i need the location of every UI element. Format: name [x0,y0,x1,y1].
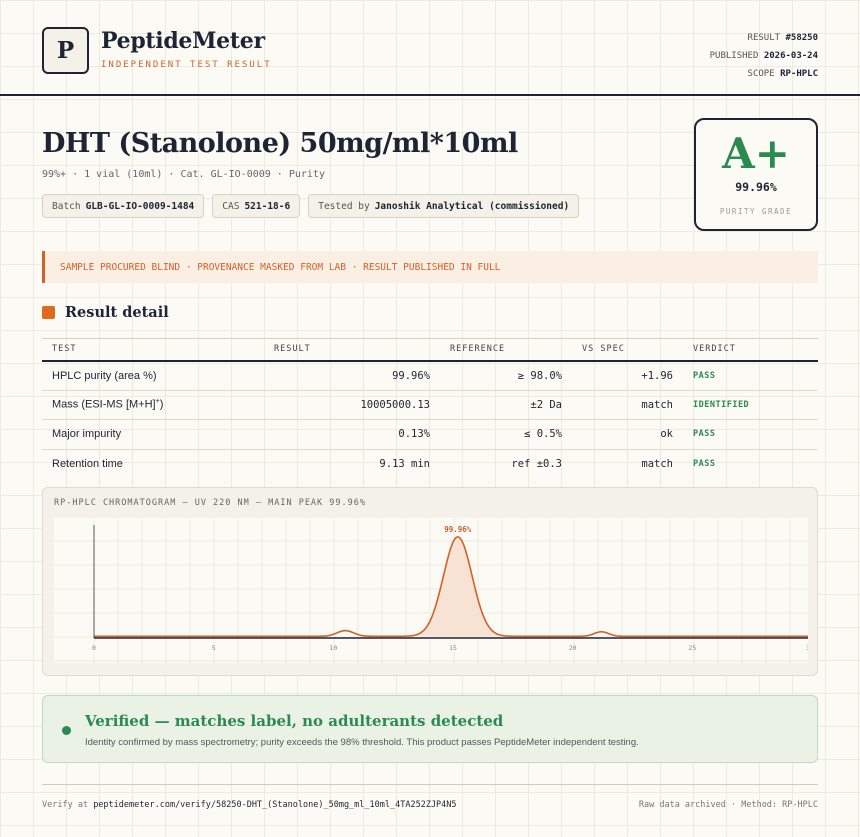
x-tick-label: 25 [688,644,696,652]
report-footer: Verify at peptidemeter.com/verify/58250-… [42,784,818,824]
chromatogram-chart: 0 5 10 15 20 25 30m 99.96% [54,517,808,663]
cas-chip: CAS 521-18-6 [212,194,301,218]
col-vs-spec: VS SPEC [572,338,683,362]
x-tick-label: 5 [212,644,216,652]
grade-label: PURITY GRADE [719,207,793,216]
col-test: TEST [42,338,264,362]
verify-link[interactable]: peptidemeter.com/verify/58250-DHT_(Stano… [93,800,457,810]
purity-grade-card: A+ 99.96% PURITY GRADE [694,118,818,231]
x-tick-label: 30m [806,644,808,652]
table-row: Retention time 9.13 min ref ±0.3 match P… [42,449,818,479]
table-row: HPLC purity (area %) 99.96% ≥ 98.0% +1.9… [42,360,818,391]
table-row: Major impurity 0.13% ≤ 0.5% ok PASS [42,419,818,450]
grade-letter: A+ [722,129,790,178]
verified-title: Verified — matches label, no adulterants… [85,712,504,730]
cell-vs-spec: +1.96 [572,360,683,391]
batch-chip: Batch GLB-GL-IO-0009-1484 [42,194,205,218]
cell-result: 99.96% [264,360,440,391]
section-title: Result detail [65,304,169,321]
cell-result: 10005000.13 [264,390,440,420]
meta-result: RESULT #58250 [747,33,818,43]
chromatogram-trace [94,536,808,638]
col-verdict: VERDICT [683,338,818,362]
cell-test: Mass (ESI-MS [M+H]+) [42,390,264,420]
cell-vs-spec: match [572,390,683,420]
result-table: TEST RESULT REFERENCE VS SPEC VERDICT HP… [42,338,818,479]
section-marker [42,306,55,319]
product-subtitle: 99%+ · 1 vial (10ml) · Cat. GL-IO-0009 ·… [42,169,325,180]
table-header-row: TEST RESULT REFERENCE VS SPEC VERDICT [42,338,818,362]
brand-tagline: INDEPENDENT TEST RESULT [101,60,272,70]
cell-verdict: PASS [683,419,818,450]
x-tick-labels: 0 5 10 15 20 25 30m [92,644,808,652]
main-peak-label: 99.96% [444,525,472,534]
col-reference: REFERENCE [440,338,572,362]
grade-percent: 99.96% [735,180,777,194]
cell-reference: ≤ 0.5% [440,419,572,450]
cell-result: 9.13 min [379,458,430,470]
x-tick-label: 0 [92,644,96,652]
main-peak-fill [411,536,504,637]
x-tick-label: 20 [569,644,577,652]
cell-test: Retention time [52,458,123,470]
verified-banner: Verified — matches label, no adulterants… [42,695,818,763]
provenance-notice: SAMPLE PROCURED BLIND · PROVENANCE MASKE… [42,251,818,283]
cell-verdict: IDENTIFIED [683,390,818,420]
table-row: Mass (ESI-MS [M+H]+) 10005000.13 ±2 Da m… [42,390,818,420]
cell-reference: ref ±0.3 [511,458,562,470]
brand-name: PeptideMeter [101,28,265,54]
cell-vs-spec: match [641,458,673,470]
cell-reference: ±2 Da [440,390,572,420]
tested-by-chip: Tested by Janoshik Analytical (commission… [308,194,580,218]
verify-text: Verify at peptidemeter.com/verify/58250-… [42,800,457,810]
footer-method: Raw data archived · Method: RP-HPLC [638,800,818,810]
cell-verdict: PASS [693,459,716,469]
x-tick-label: 10 [329,644,337,652]
product-chips: Batch GLB-GL-IO-0009-1484 CAS 521-18-6 Tes… [42,194,580,218]
meta-scope: SCOPE RP-HPLC [747,69,818,79]
brand-logo: P [42,27,89,74]
verified-subtitle: Identity confirmed by mass spectrometry;… [85,737,639,748]
report-header: P PeptideMeter INDEPENDENT TEST RESULT R… [0,0,860,96]
x-tick-label: 15 [449,644,457,652]
plot-background [54,517,808,663]
chart-title: RP-HPLC CHROMATOGRAM — UV 220 NM — MAIN … [54,498,366,508]
cell-vs-spec: ok [572,419,683,450]
meta-published: PUBLISHED 2026-03-24 [709,51,818,61]
result-meta: RESULT #58250 PUBLISHED 2026-03-24 SCOPE… [710,29,818,83]
col-result: RESULT [264,338,440,362]
cell-reference: ≥ 98.0% [440,360,572,391]
chromatogram-panel: RP-HPLC CHROMATOGRAM — UV 220 NM — MAIN … [42,487,818,676]
verified-dot-icon [62,726,71,735]
cell-result: 0.13% [264,419,440,450]
cell-test: HPLC purity (area %) [42,360,264,391]
product-title: DHT (Stanolone) 50mg/ml*10ml [42,128,518,159]
cell-test: Major impurity [42,419,264,450]
cell-verdict: PASS [683,360,818,391]
